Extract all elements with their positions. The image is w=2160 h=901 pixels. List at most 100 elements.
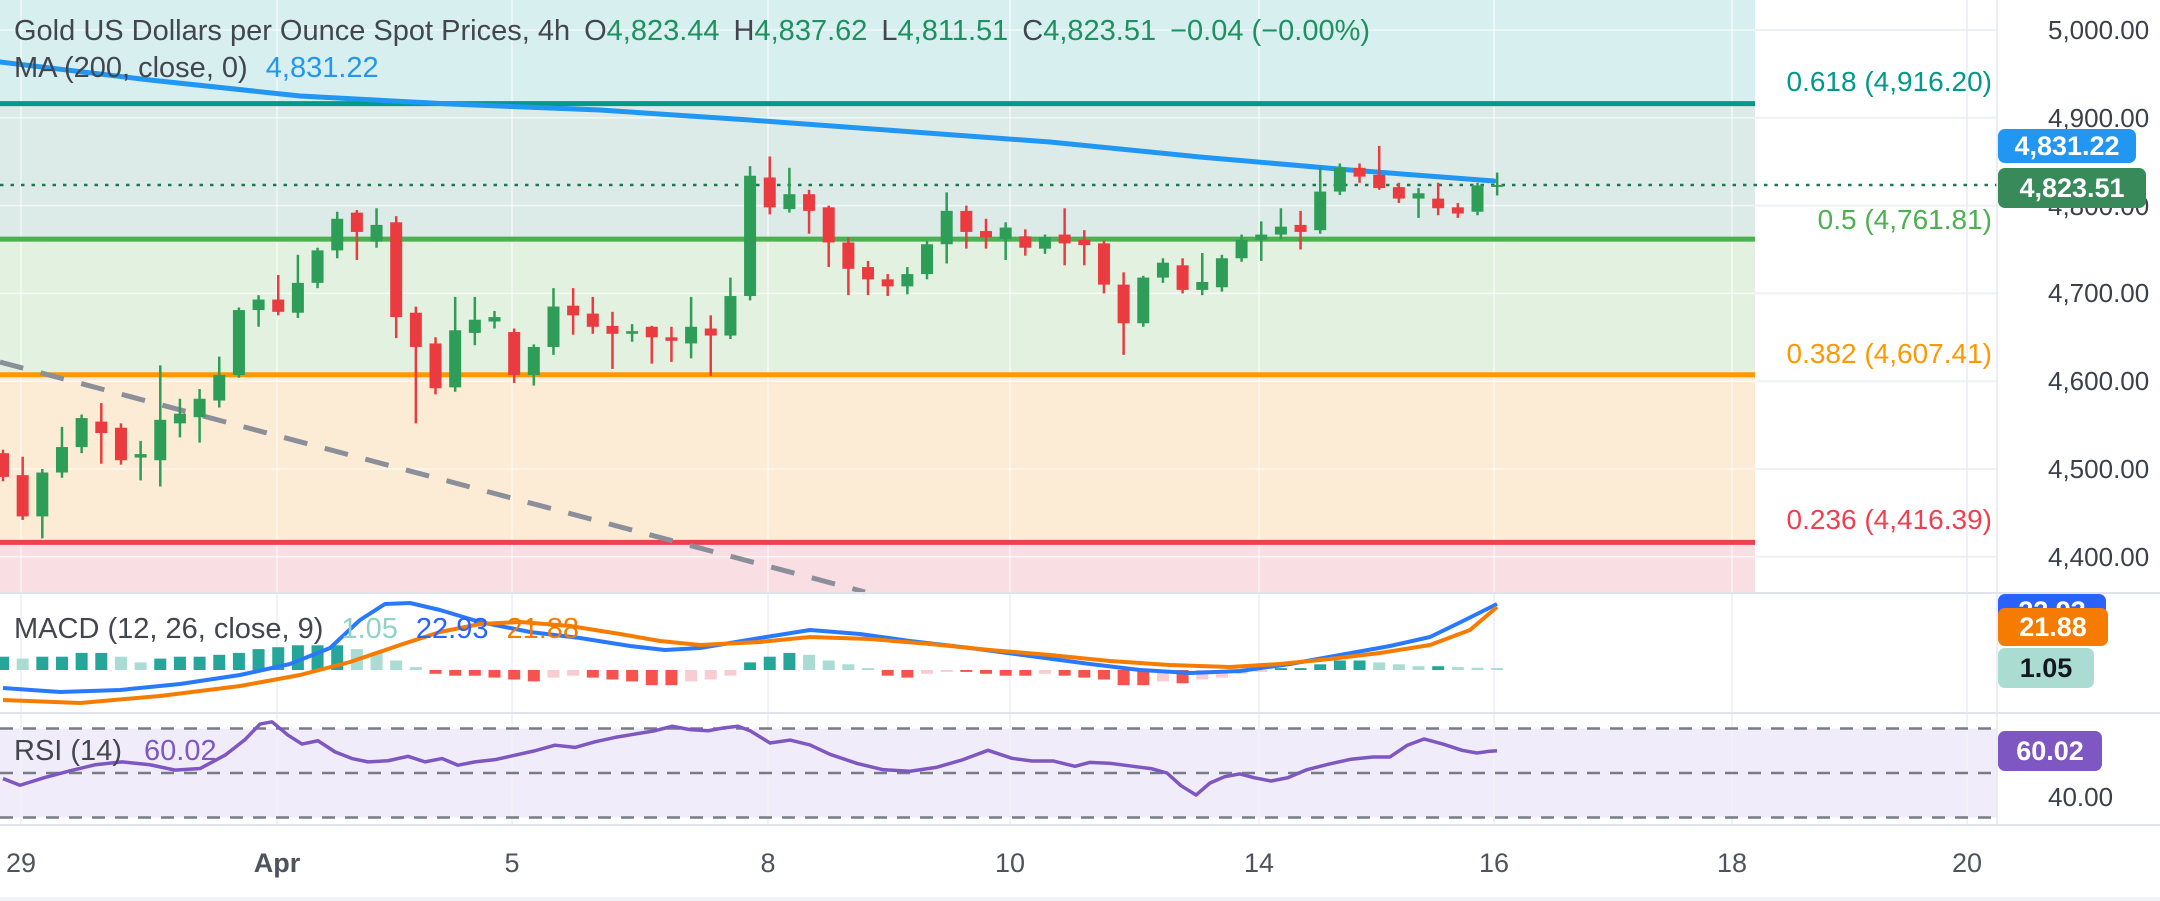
- ma-legend[interactable]: MA (200, close, 0) 4,831.22: [14, 52, 379, 84]
- candle: [1156, 262, 1169, 278]
- macd-hist-bar: [881, 670, 894, 676]
- macd-hist-bar: [1373, 662, 1386, 670]
- macd-hist-bar: [1451, 667, 1464, 670]
- macd-hist-bar: [744, 662, 757, 670]
- macd-hist-bar: [980, 670, 992, 674]
- candle: [193, 398, 206, 418]
- ohlc-key: O: [584, 15, 607, 47]
- ma200-line: [0, 59, 1497, 184]
- time-tick-label: 20: [1951, 848, 1983, 878]
- rsi-legend[interactable]: RSI (14) 60.02: [14, 735, 217, 767]
- candle: [468, 319, 481, 333]
- macd-hist-bar: [508, 670, 521, 680]
- macd-legend[interactable]: MACD (12, 26, close, 9) 1.05 22.93 21.88: [14, 613, 579, 645]
- candle: [586, 313, 599, 327]
- ohlc-value: 4,811.51: [897, 15, 1009, 47]
- fib-band: [0, 0, 1755, 104]
- macd-hist-bar: [527, 670, 540, 682]
- candle: [1176, 265, 1189, 290]
- macd-hist-bar: [704, 670, 717, 680]
- fib-band: [0, 103, 1755, 240]
- candle: [606, 325, 619, 334]
- macd-hist-bar: [763, 656, 776, 670]
- candle: [1314, 191, 1327, 231]
- candle: [842, 242, 855, 269]
- macd-readout: 1.05: [341, 613, 398, 645]
- candle: [0, 453, 9, 477]
- macd-hist-bar: [1097, 670, 1110, 680]
- macd-hist-bar: [685, 670, 698, 682]
- ma-label: MA (200, close, 0): [14, 52, 248, 84]
- candle: [1294, 224, 1307, 232]
- candle: [744, 175, 757, 297]
- macd-signal-line: [2, 605, 1499, 705]
- candle: [980, 231, 992, 238]
- candle: [16, 475, 29, 517]
- axis-value-badge: 4,831.22: [1998, 129, 2136, 163]
- symbol-legend[interactable]: Gold US Dollars per Ounce Spot Prices, 4…: [14, 14, 1370, 48]
- candle: [724, 296, 737, 336]
- candle: [114, 427, 127, 461]
- symbol-title: Gold US Dollars per Ounce Spot Prices, 4…: [14, 15, 571, 47]
- axis-value-badge: 1.05: [1998, 648, 2094, 688]
- macd-hist-bar: [724, 670, 737, 676]
- macd-hist-bar: [645, 670, 658, 686]
- macd-hist-bar: [1432, 666, 1445, 670]
- macd-hist-bar: [940, 670, 953, 672]
- trend-line: [0, 359, 866, 595]
- candle: [1353, 167, 1366, 177]
- macd-hist-bar: [1215, 670, 1228, 678]
- macd-hist-bar: [390, 660, 403, 670]
- rsi-line: [2, 720, 1498, 797]
- candle: [1097, 243, 1110, 285]
- macd-hist-bar: [999, 670, 1012, 676]
- macd-hist-bar: [1274, 668, 1287, 670]
- candle: [350, 212, 363, 232]
- fib-level-label[interactable]: 0.382 (4,607.41): [1786, 338, 1993, 369]
- macd-hist-bar: [842, 664, 855, 670]
- fib-level-label[interactable]: 0.5 (4,761.81): [1817, 204, 1992, 235]
- macd-hist-bar: [1471, 667, 1484, 670]
- ohlc-value: 4,823.44: [606, 15, 720, 47]
- macd-hist-bar: [468, 670, 481, 676]
- macd-hist-bar: [1392, 664, 1405, 670]
- macd-panel[interactable]: [0, 593, 1997, 713]
- candle: [252, 299, 265, 311]
- macd-hist-bar: [1491, 668, 1504, 670]
- candle: [390, 222, 403, 318]
- macd-hist-bar: [1156, 670, 1169, 682]
- macd-hist-bar: [567, 670, 580, 676]
- time-tick-label: Apr: [253, 848, 301, 878]
- candle: [508, 332, 521, 376]
- candle: [704, 328, 717, 336]
- candle: [95, 421, 108, 434]
- candle: [999, 227, 1012, 239]
- macd-hist-bar: [0, 656, 9, 670]
- macd-hist-bar: [429, 670, 442, 674]
- macd-hist-bar: [901, 670, 914, 678]
- fib-level-label[interactable]: 0.618 (4,916.20): [1786, 66, 1993, 97]
- rsi-panel[interactable]: [0, 713, 1997, 825]
- macd-hist-bar: [1058, 670, 1071, 676]
- time-tick-label: 14: [1243, 848, 1275, 878]
- axis-value-badge: 60.02: [1998, 731, 2102, 771]
- candle: [1058, 234, 1071, 244]
- time-axis[interactable]: [0, 825, 2160, 901]
- candle: [272, 299, 285, 312]
- candle: [1392, 187, 1405, 199]
- candle: [55, 447, 68, 473]
- macd-hist-bar: [36, 656, 49, 670]
- macd-hist-bar: [1255, 670, 1268, 672]
- candle: [409, 312, 422, 347]
- time-tick-label: 8: [760, 848, 776, 878]
- main-price-panel[interactable]: [0, 0, 1997, 593]
- fib-level-label[interactable]: 0.236 (4,416.39): [1786, 504, 1993, 535]
- candle: [311, 250, 324, 283]
- macd-hist-bar: [586, 670, 599, 678]
- macd-hist-bar: [547, 670, 560, 678]
- candle: [449, 330, 462, 388]
- macd-hist-bar: [1038, 670, 1051, 674]
- candle: [1373, 174, 1386, 189]
- ohlc-value: 4,837.62: [754, 15, 868, 47]
- macd-hist-bar: [1019, 670, 1032, 676]
